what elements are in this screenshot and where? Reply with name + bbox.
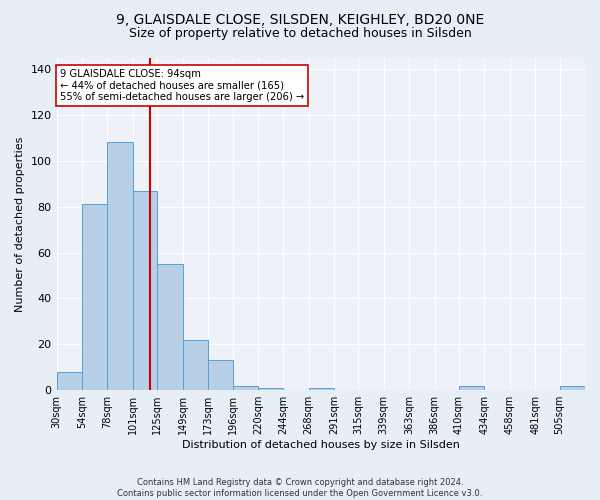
Bar — [56, 372, 82, 390]
Bar — [459, 386, 484, 390]
Text: 9 GLAISDALE CLOSE: 94sqm
← 44% of detached houses are smaller (165)
55% of semi-: 9 GLAISDALE CLOSE: 94sqm ← 44% of detach… — [60, 69, 304, 102]
Bar — [182, 340, 208, 390]
Text: Contains HM Land Registry data © Crown copyright and database right 2024.
Contai: Contains HM Land Registry data © Crown c… — [118, 478, 482, 498]
Bar — [208, 360, 233, 390]
Bar — [560, 386, 585, 390]
Bar — [133, 190, 157, 390]
Text: Size of property relative to detached houses in Silsden: Size of property relative to detached ho… — [128, 28, 472, 40]
Bar — [82, 204, 107, 390]
Text: 9, GLAISDALE CLOSE, SILSDEN, KEIGHLEY, BD20 0NE: 9, GLAISDALE CLOSE, SILSDEN, KEIGHLEY, B… — [116, 12, 484, 26]
Bar — [157, 264, 182, 390]
Bar — [258, 388, 283, 390]
Bar — [107, 142, 133, 390]
Y-axis label: Number of detached properties: Number of detached properties — [15, 136, 25, 312]
X-axis label: Distribution of detached houses by size in Silsden: Distribution of detached houses by size … — [182, 440, 460, 450]
Bar — [308, 388, 334, 390]
Bar — [233, 386, 258, 390]
